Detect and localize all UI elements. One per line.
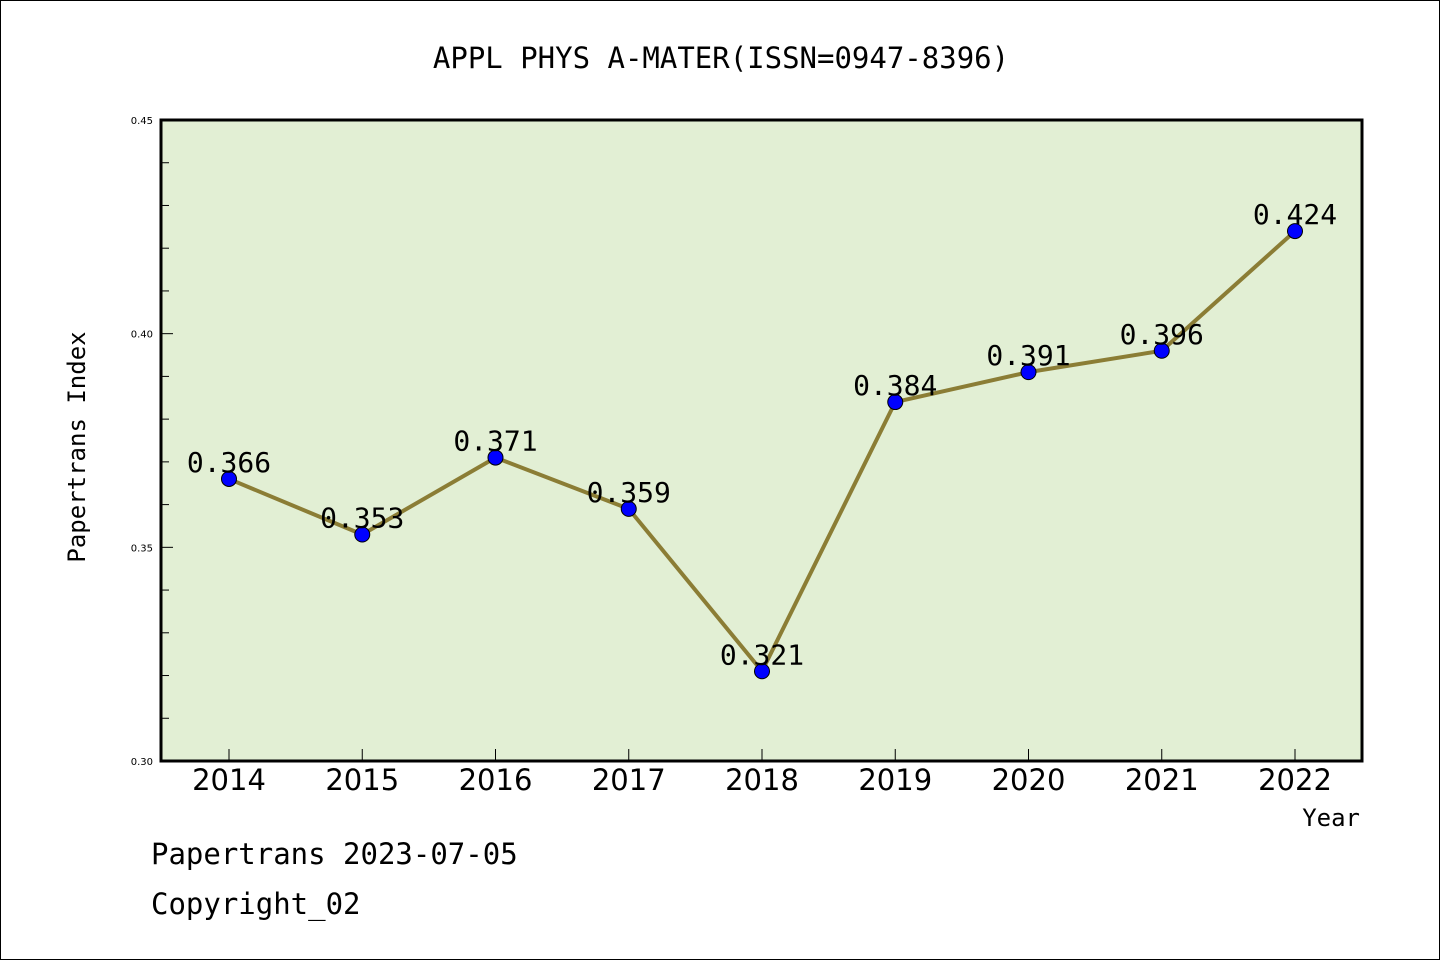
data-label: 0.366 bbox=[187, 446, 271, 479]
plot-area bbox=[159, 118, 1364, 763]
data-label: 0.384 bbox=[853, 369, 937, 402]
data-label: 0.391 bbox=[986, 339, 1070, 372]
data-point-marker bbox=[754, 663, 770, 680]
data-label: 0.321 bbox=[720, 638, 804, 671]
data-point-marker bbox=[221, 470, 237, 487]
y-axis-label: Papertrans Index bbox=[63, 331, 91, 562]
x-tick-label: 2018 bbox=[725, 763, 799, 797]
data-point-marker bbox=[1287, 223, 1303, 240]
data-point-marker bbox=[887, 394, 904, 411]
x-tick-label: 2019 bbox=[858, 763, 932, 797]
data-label: 0.359 bbox=[587, 476, 671, 509]
data-label: 0.424 bbox=[1253, 198, 1337, 231]
data-label: 0.396 bbox=[1120, 318, 1204, 351]
y-tick-label: 0.40 bbox=[131, 330, 153, 341]
x-axis: 2014 2015 2016 2017 2018 2019 2020 2021 2022 bbox=[192, 749, 1332, 797]
x-tick-label: 2017 bbox=[592, 763, 666, 797]
chart-title: APPL PHYS A-MATER(ISSN=0947-8396) bbox=[433, 41, 1009, 75]
x-axis-label: Year bbox=[1302, 804, 1360, 832]
data-point-marker bbox=[1020, 364, 1037, 381]
data-point-marker bbox=[620, 500, 637, 517]
y-tick-label: 0.30 bbox=[131, 757, 153, 768]
x-tick-label: 2021 bbox=[1125, 763, 1199, 797]
series-group: 0.366 0.353 0.371 0.359 0.321 0.384 0.391 0.396… bbox=[187, 198, 1337, 680]
x-tick-label: 2022 bbox=[1258, 763, 1332, 797]
data-point-marker bbox=[354, 526, 371, 543]
y-tick-label: 0.35 bbox=[131, 543, 153, 554]
x-tick-label: 2016 bbox=[459, 763, 533, 797]
y-axis: 0.30 0.35 0.40 0.45 bbox=[131, 116, 173, 768]
y-tick-label: 0.45 bbox=[131, 116, 153, 127]
footer-date: Papertrans 2023-07-05 bbox=[151, 837, 518, 871]
x-tick-label: 2015 bbox=[325, 763, 399, 797]
data-label: 0.371 bbox=[453, 425, 537, 458]
data-point-marker bbox=[487, 449, 504, 466]
x-tick-label: 2020 bbox=[992, 763, 1066, 797]
x-tick-label: 2014 bbox=[192, 763, 266, 797]
data-point-marker bbox=[1153, 342, 1170, 359]
footer-copyright: Copyright_02 bbox=[151, 887, 361, 922]
data-label: 0.353 bbox=[320, 502, 404, 535]
